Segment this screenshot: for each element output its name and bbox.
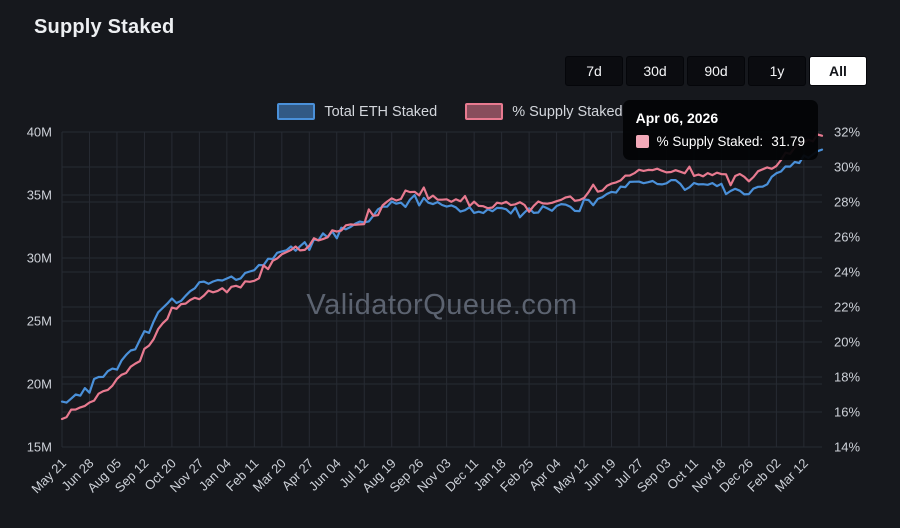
range-button-all[interactable]: All bbox=[809, 56, 867, 86]
right-axis-tick-label: 16% bbox=[834, 405, 860, 420]
left-axis-tick-label: 30M bbox=[27, 251, 52, 266]
chart-legend: Total ETH Staked % Supply Staked bbox=[0, 103, 900, 120]
legend-label-total-eth-staked: Total ETH Staked bbox=[324, 103, 438, 120]
right-axis-tick-label: 14% bbox=[834, 440, 860, 455]
tooltip-date: Apr 06, 2026 bbox=[635, 110, 719, 126]
right-axis-tick-label: 32% bbox=[834, 125, 860, 140]
range-button-7d[interactable]: 7d bbox=[565, 56, 623, 86]
chart-tooltip: Apr 06, 2026 % Supply Staked: 31.79 bbox=[622, 100, 818, 160]
legend-label-pct-supply-staked: % Supply Staked bbox=[512, 103, 623, 120]
series-line-pct-supply-staked bbox=[60, 133, 824, 421]
page-title: Supply Staked bbox=[34, 16, 175, 38]
range-button-1y[interactable]: 1y bbox=[748, 56, 806, 86]
watermark: ValidatorQueue.com bbox=[306, 289, 577, 321]
left-axis-tick-label: 25M bbox=[27, 314, 52, 329]
left-axis-tick-label: 15M bbox=[27, 440, 52, 455]
right-axis-tick-label: 18% bbox=[834, 370, 860, 385]
tooltip-series-label: % Supply Staked: bbox=[656, 134, 764, 149]
right-axis-tick-label: 22% bbox=[834, 300, 860, 315]
range-button-90d[interactable]: 90d bbox=[687, 56, 745, 86]
tooltip-row: % Supply Staked: 31.79 bbox=[635, 134, 805, 149]
legend-swatch-pink bbox=[465, 103, 504, 120]
right-axis-tick-label: 26% bbox=[834, 230, 860, 245]
right-axis-tick-label: 28% bbox=[834, 195, 860, 210]
right-axis-tick-label: 30% bbox=[834, 160, 860, 175]
tooltip-series-value: 31.79 bbox=[771, 134, 805, 149]
x-axis-tick-label: May 21 bbox=[28, 456, 69, 497]
range-button-30d[interactable]: 30d bbox=[626, 56, 684, 86]
legend-swatch-blue bbox=[277, 103, 316, 120]
time-range-selector: 7d 30d 90d 1y All bbox=[565, 56, 867, 86]
legend-item-pct-supply-staked[interactable]: % Supply Staked bbox=[465, 103, 623, 120]
legend-item-total-eth-staked[interactable]: Total ETH Staked bbox=[277, 103, 437, 120]
right-axis-tick-label: 20% bbox=[834, 335, 860, 350]
left-axis-tick-label: 20M bbox=[27, 377, 52, 392]
left-axis-tick-label: 35M bbox=[27, 188, 52, 203]
series-line-total-eth-staked bbox=[60, 148, 824, 404]
right-axis-tick-label: 24% bbox=[834, 265, 860, 280]
left-axis-tick-label: 40M bbox=[27, 125, 52, 140]
tooltip-series-swatch bbox=[635, 135, 649, 148]
